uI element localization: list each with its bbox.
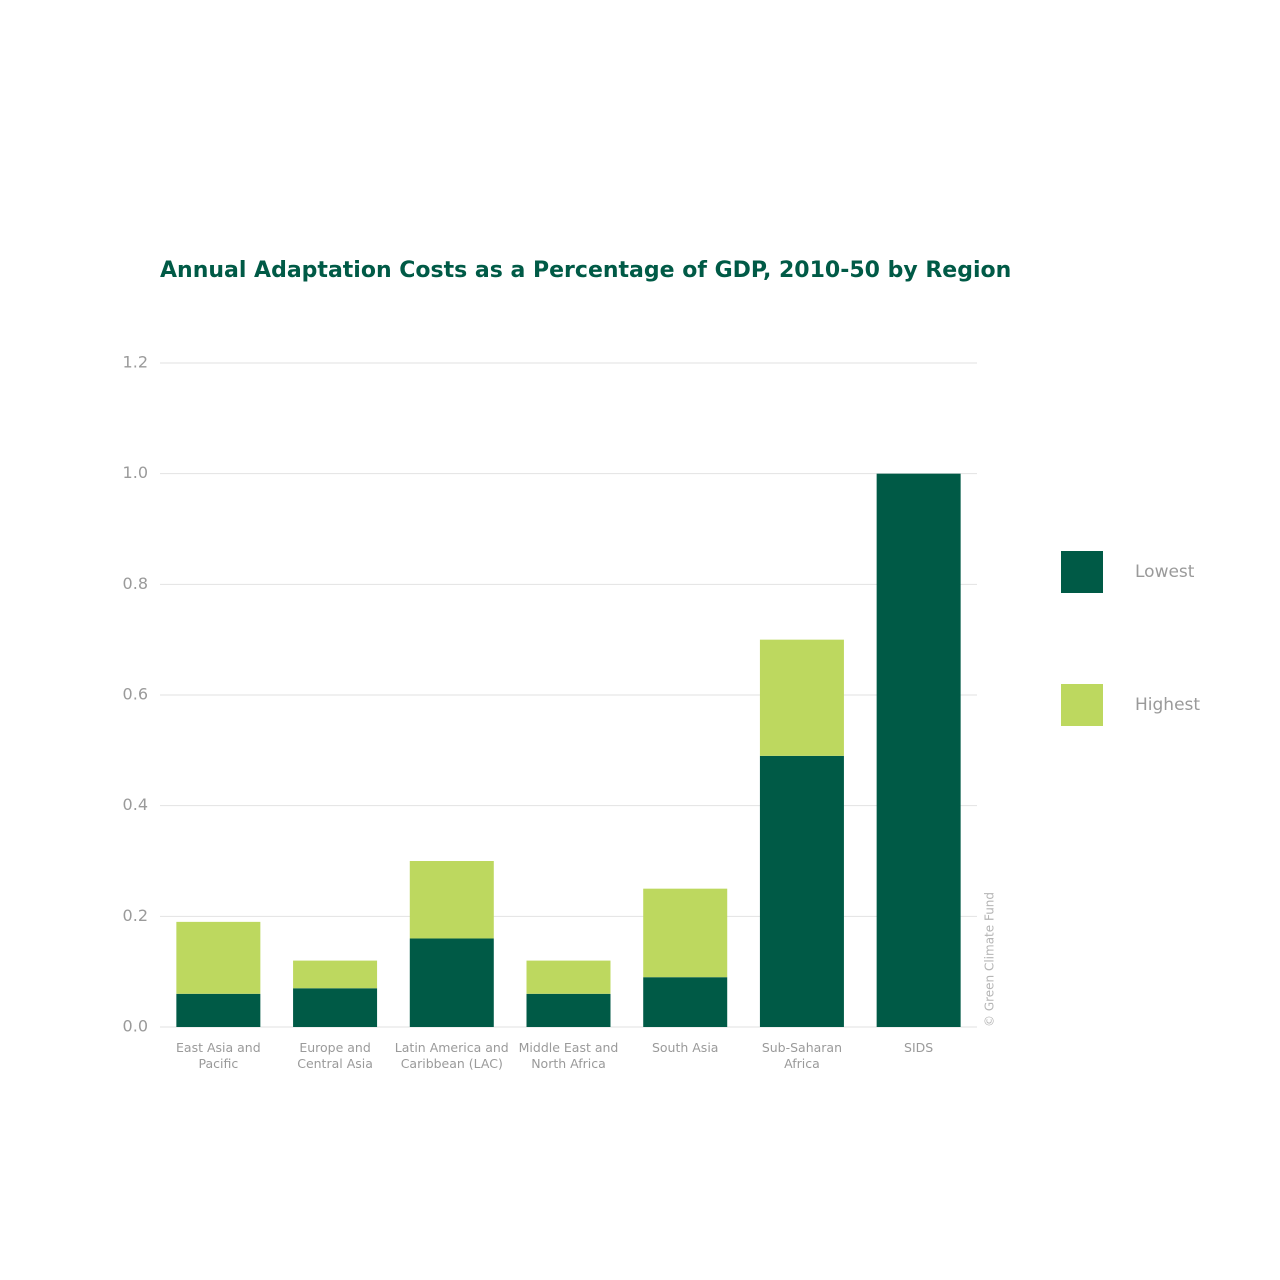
legend-swatch xyxy=(1061,684,1103,726)
bar-segment xyxy=(409,861,494,939)
bar-segment xyxy=(526,960,611,994)
bar-segment xyxy=(526,993,611,1027)
bar-segment xyxy=(643,888,728,978)
bar-segment xyxy=(759,755,844,1027)
x-tick-label: Sub-Saharan Africa xyxy=(761,1040,843,1071)
bar-segment xyxy=(876,473,961,1028)
bar-segment xyxy=(643,977,728,1027)
legend-label: Lowest xyxy=(1135,562,1195,582)
y-tick-label: 0.4 xyxy=(123,795,148,814)
legend-swatch xyxy=(1061,551,1103,593)
y-tick-label: 0.6 xyxy=(123,685,148,704)
y-tick-label: 0.2 xyxy=(123,906,148,925)
bar-segment xyxy=(176,921,261,994)
bar-segment xyxy=(293,988,378,1027)
x-tick-label: South Asia xyxy=(651,1040,719,1055)
bar-segment xyxy=(409,938,494,1027)
bar-segment xyxy=(293,960,378,989)
x-tick-label: Europe and Central Asia xyxy=(297,1040,373,1071)
y-tick-label: 0.0 xyxy=(123,1017,148,1036)
x-tick-label: Middle East and North Africa xyxy=(518,1040,619,1071)
x-tick-label: East Asia and Pacific xyxy=(176,1040,261,1071)
y-tick-label: 1.0 xyxy=(123,463,148,482)
x-tick-label: SIDS xyxy=(904,1040,934,1055)
bar-segment xyxy=(759,639,844,756)
bar-segment xyxy=(176,993,261,1027)
credit: © Green Climate Fund xyxy=(983,892,997,1027)
y-tick-label: 1.2 xyxy=(123,353,148,372)
chart-title: Annual Adaptation Costs as a Percentage … xyxy=(160,258,1011,283)
x-tick-label: Latin America and Caribbean (LAC) xyxy=(394,1040,509,1071)
y-tick-label: 0.8 xyxy=(123,574,148,593)
legend-label: Highest xyxy=(1135,695,1200,715)
